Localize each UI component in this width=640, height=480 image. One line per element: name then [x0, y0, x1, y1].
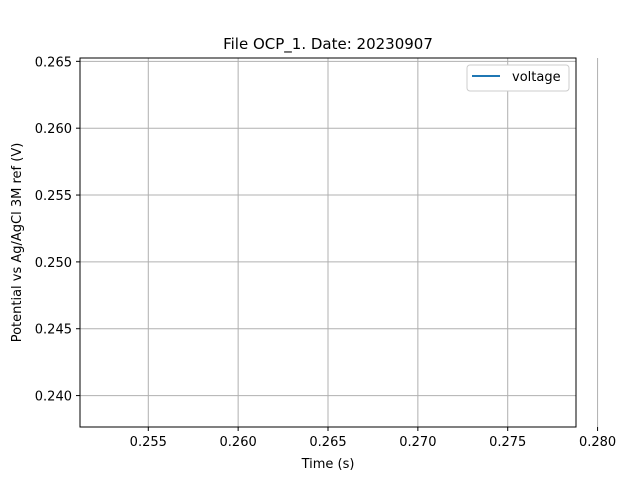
x-tick-label: 0.265 — [309, 435, 346, 450]
y-tick-label: 0.245 — [35, 323, 72, 338]
grid-lines — [80, 58, 599, 427]
legend: voltage — [466, 64, 570, 92]
y-tick-label: 0.265 — [35, 55, 72, 70]
x-axis-title: Time (s) — [301, 457, 355, 472]
y-tick-label: 0.250 — [35, 256, 72, 271]
x-tick-label: 0.255 — [130, 435, 167, 450]
chart-title: File OCP_1. Date: 20230907 — [223, 35, 433, 54]
y-axis-ticks: 0.240 0.245 0.250 0.255 0.260 0.265 — [35, 55, 80, 405]
x-axis-ticks: 0.255 0.260 0.265 0.270 0.275 0.280 — [130, 427, 616, 450]
x-tick-label: 0.270 — [399, 435, 436, 450]
y-tick-label: 0.255 — [35, 189, 72, 204]
y-tick-label: 0.240 — [35, 390, 72, 405]
x-tick-label: 0.280 — [579, 435, 616, 450]
y-axis-title: Potential vs Ag/AgCl 3M ref (V) — [10, 143, 25, 343]
y-tick-label: 0.260 — [35, 122, 72, 137]
x-tick-label: 0.260 — [220, 435, 257, 450]
legend-label-voltage: voltage — [512, 70, 561, 85]
legend-box — [466, 64, 570, 92]
x-tick-label: 0.275 — [489, 435, 526, 450]
